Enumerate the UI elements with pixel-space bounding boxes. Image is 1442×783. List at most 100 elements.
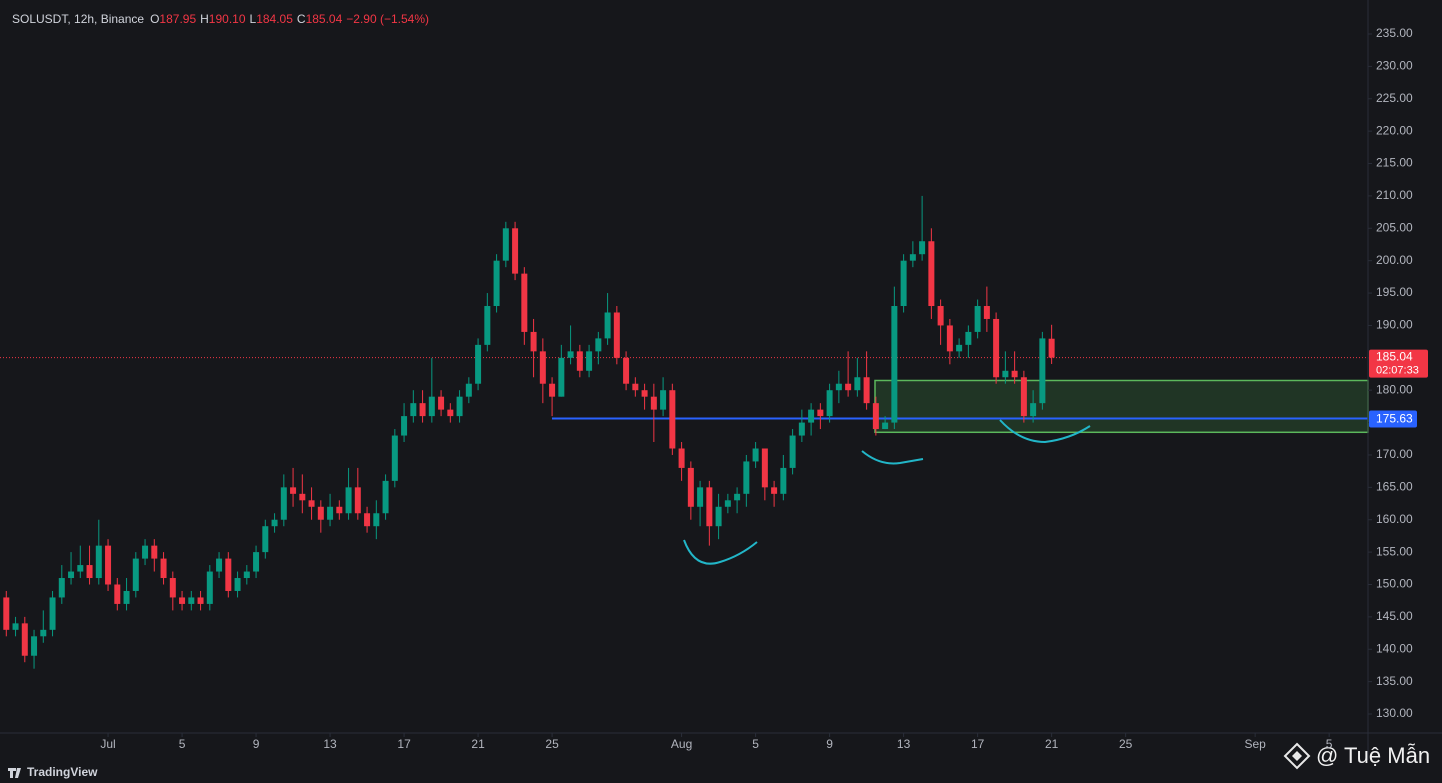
candle-body <box>1030 403 1037 417</box>
x-tick-label: Aug <box>671 737 692 751</box>
logo <box>8 768 21 778</box>
candle-body <box>974 306 981 332</box>
candle-body <box>132 558 139 591</box>
candle-body <box>512 228 519 274</box>
candle-body <box>780 467 787 494</box>
y-tick-label: 145.00 <box>1376 609 1413 623</box>
candle-body <box>160 558 167 579</box>
candle-body <box>521 273 528 332</box>
candle-body <box>678 448 685 468</box>
watermark-logo <box>1283 742 1311 770</box>
x-tick-label: 13 <box>323 737 337 751</box>
y-tick-label: 225.00 <box>1376 91 1413 105</box>
y-tick-label: 190.00 <box>1376 318 1413 332</box>
candle-body <box>438 396 445 410</box>
last-price-label: 185.04 <box>1376 350 1413 364</box>
candle-body <box>354 487 361 514</box>
x-tick-label: 9 <box>826 737 833 751</box>
field-value: 185.04 <box>306 12 343 26</box>
candle-body <box>965 331 972 345</box>
field-value: 184.05 <box>256 12 293 26</box>
candle-body <box>650 396 657 410</box>
candle-body <box>382 480 389 514</box>
candle-body <box>86 565 93 579</box>
candle-body <box>826 390 833 417</box>
y-tick-label: 210.00 <box>1376 188 1413 202</box>
candle-body <box>845 383 852 391</box>
candle-body <box>872 403 879 430</box>
candle-body <box>253 552 260 572</box>
candle-body <box>993 318 1000 378</box>
candle-body <box>835 383 842 391</box>
candle-body <box>595 338 602 352</box>
candle-body <box>697 487 704 507</box>
candle-body <box>956 344 963 352</box>
candle-body <box>142 545 149 559</box>
candle-body <box>928 241 935 307</box>
y-tick-label: 165.00 <box>1376 480 1413 494</box>
y-tick-label: 130.00 <box>1376 706 1413 720</box>
candle-body <box>983 306 990 319</box>
y-tick-label: 150.00 <box>1376 577 1413 591</box>
candle-body <box>105 545 112 585</box>
candle-body <box>761 448 768 488</box>
y-tick-label: 220.00 <box>1376 123 1413 137</box>
candle-body <box>40 629 47 637</box>
watermark-logo <box>1292 751 1302 761</box>
candle-body <box>151 545 158 559</box>
watermark-text: @ Tuệ Mẫn <box>1316 743 1430 768</box>
candle-body <box>641 390 648 397</box>
symbol: SOLUSDT, 12h, Binance <box>12 12 144 26</box>
x-tick-label: 13 <box>897 737 911 751</box>
x-tick-label: Sep <box>1244 737 1266 751</box>
candle-body <box>299 493 306 501</box>
candle-body <box>58 578 65 598</box>
x-tick-label: 9 <box>253 737 260 751</box>
candle-body <box>558 357 565 397</box>
candle-body <box>549 383 556 397</box>
candle-body <box>798 422 805 436</box>
brand-name: TradingView <box>27 765 98 779</box>
x-tick-label: 21 <box>471 737 485 751</box>
candle-body <box>669 390 676 449</box>
footer <box>0 760 1442 783</box>
candle-body <box>234 578 241 591</box>
watermark: @ Tuệ Mẫn <box>1283 742 1430 770</box>
candle-body <box>613 312 620 358</box>
candle-body <box>419 403 426 417</box>
candle-body <box>789 435 796 468</box>
candle-body <box>530 331 537 352</box>
candle-body <box>3 597 10 630</box>
candle-body <box>280 487 287 520</box>
field-value: 187.95 <box>159 12 196 26</box>
branding: TradingView <box>8 765 98 779</box>
candle-body <box>391 435 398 481</box>
drawing <box>861 450 924 465</box>
candle-body <box>428 396 435 417</box>
candle-body <box>706 487 713 527</box>
candle-body <box>724 500 731 507</box>
y-tick-label: 135.00 <box>1376 674 1413 688</box>
zone <box>874 379 1369 434</box>
x-tick-label: 21 <box>1045 737 1059 751</box>
candle-body <box>539 351 546 384</box>
candle-body <box>604 312 611 339</box>
legend: SOLUSDT, 12h, Binance O187.95 H190.10 L184.… <box>12 12 429 26</box>
candle-body <box>854 377 861 391</box>
last-price-tag <box>1369 349 1428 378</box>
x-tick-label: 5 <box>179 737 186 751</box>
x-tick-label: 25 <box>1119 737 1133 751</box>
support-label: 175.63 <box>1376 412 1413 426</box>
candle-body <box>752 448 759 462</box>
countdown: 02:07:33 <box>1376 364 1419 376</box>
candle-body <box>308 500 315 507</box>
candle-body <box>197 597 204 604</box>
candle-body <box>1002 370 1009 378</box>
candle-body <box>123 590 130 604</box>
candle-body <box>95 545 102 579</box>
candle-body <box>484 306 491 345</box>
candle-body <box>1020 377 1027 417</box>
x-tick-label: 5 <box>1326 737 1333 751</box>
candle-body <box>447 409 454 417</box>
